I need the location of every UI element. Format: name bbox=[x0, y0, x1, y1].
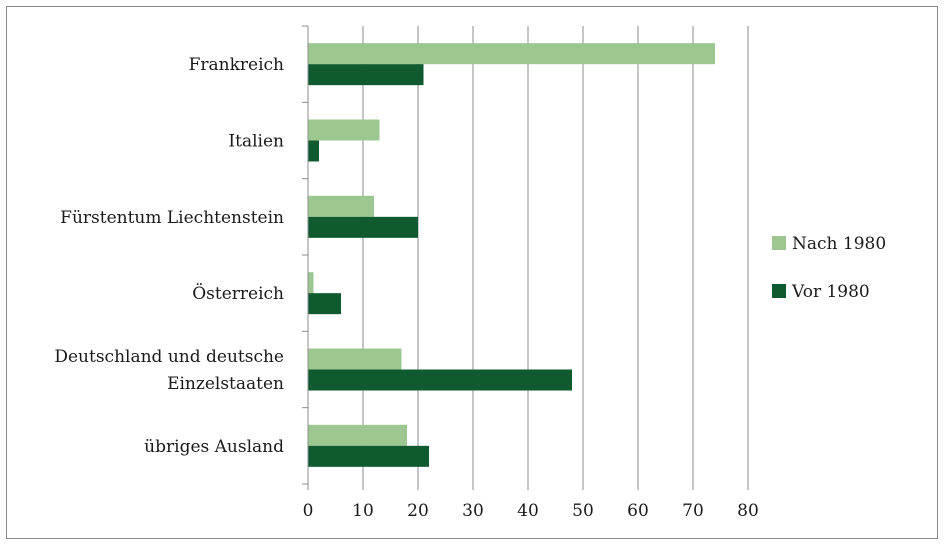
x-tick-label: 50 bbox=[572, 501, 594, 521]
bar-vor-1980 bbox=[308, 369, 572, 391]
legend-label: Nach 1980 bbox=[792, 234, 886, 254]
chart-frame bbox=[6, 6, 938, 539]
legend-swatch bbox=[772, 284, 786, 298]
tick-labels: 0 10 20 30 40 50 60 70 80 bbox=[303, 501, 759, 521]
bar-nach-1980 bbox=[308, 43, 715, 65]
bar-nach-1980 bbox=[308, 195, 374, 217]
bar-vor-1980 bbox=[308, 140, 319, 162]
category-label: Fürstentum Liechtenstein bbox=[60, 208, 284, 228]
category-labels: Frankreich Italien Fürstentum Liechtenstei… bbox=[54, 55, 284, 457]
bar-vor-1980 bbox=[308, 445, 429, 467]
category-label: Frankreich bbox=[189, 55, 284, 75]
bar-nach-1980 bbox=[308, 424, 407, 446]
bar-nach-1980 bbox=[308, 119, 380, 141]
x-tick-label: 60 bbox=[627, 501, 649, 521]
legend-swatch bbox=[772, 236, 786, 250]
category-label: Einzelstaaten bbox=[167, 374, 284, 394]
category-label: Italien bbox=[228, 132, 284, 152]
axes bbox=[302, 25, 749, 490]
x-tick-label: 80 bbox=[737, 501, 759, 521]
bar-vor-1980 bbox=[308, 64, 424, 86]
bar-nach-1980 bbox=[308, 348, 402, 370]
x-tick-label: 30 bbox=[462, 501, 484, 521]
x-tick-label: 10 bbox=[352, 501, 374, 521]
category-label: Österreich bbox=[192, 283, 284, 304]
category-label: übriges Ausland bbox=[144, 437, 284, 457]
bar-vor-1980 bbox=[308, 216, 418, 238]
category-label: Deutschland und deutsche bbox=[54, 347, 284, 367]
bars bbox=[308, 43, 715, 467]
x-tick-label: 0 bbox=[303, 501, 314, 521]
x-tick-label: 20 bbox=[407, 501, 429, 521]
gridlines bbox=[362, 26, 749, 484]
bar-vor-1980 bbox=[308, 293, 341, 315]
x-tick-label: 40 bbox=[517, 501, 539, 521]
legend: Nach 1980 Vor 1980 bbox=[772, 234, 886, 302]
x-tick-label: 70 bbox=[682, 501, 704, 521]
bar-nach-1980 bbox=[308, 272, 314, 294]
legend-label: Vor 1980 bbox=[791, 282, 870, 302]
